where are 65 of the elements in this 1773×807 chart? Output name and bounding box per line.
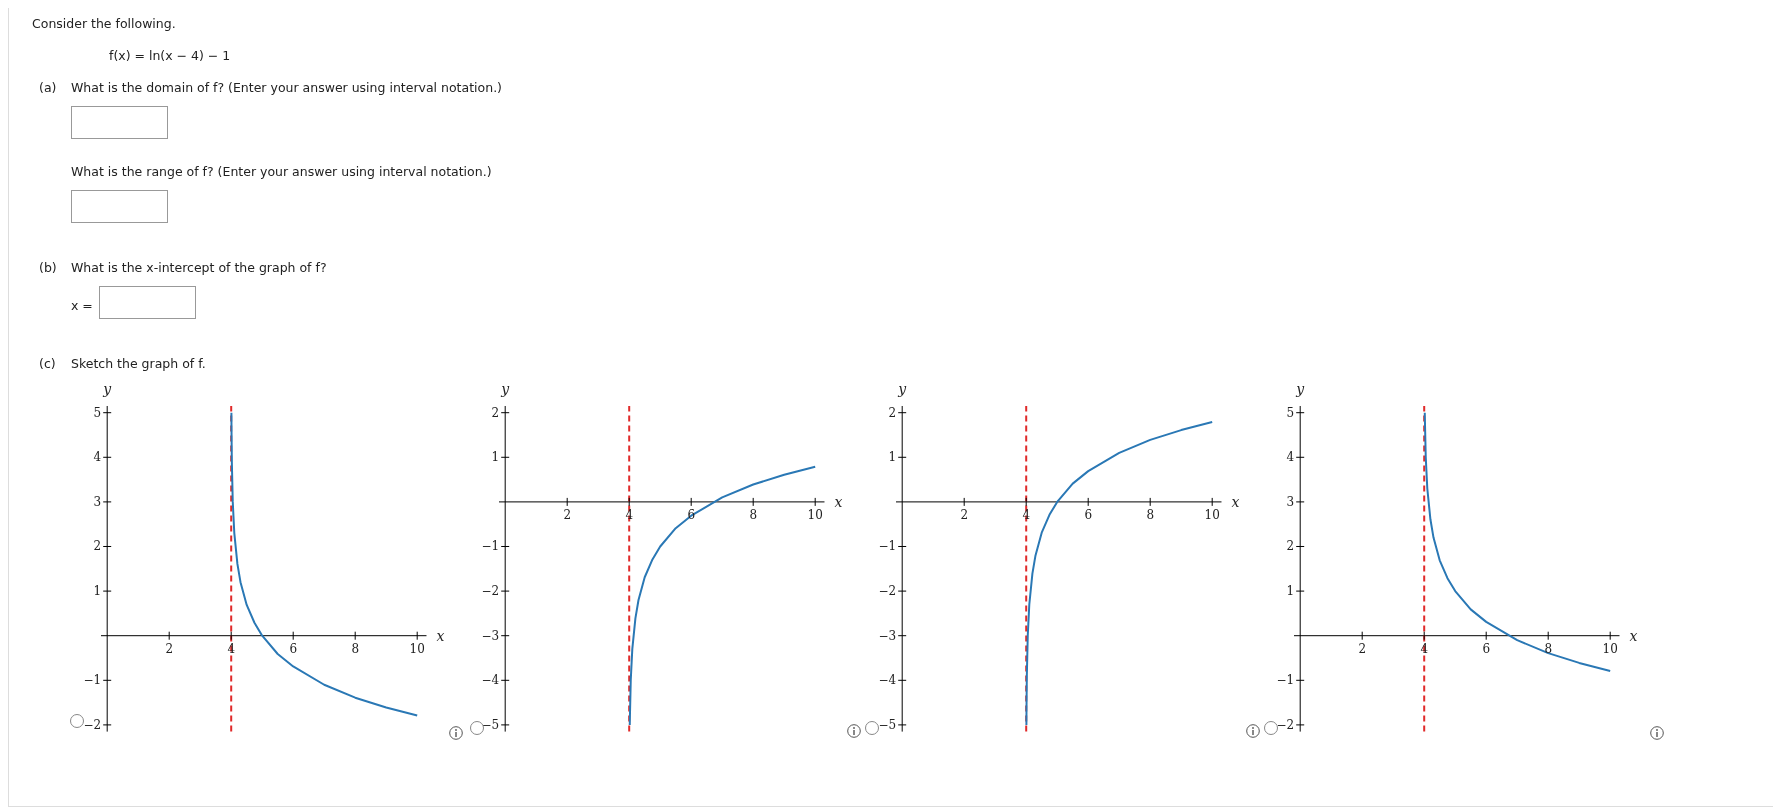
x-tick-label: 8 [1146, 508, 1154, 523]
y-axis-title: y [102, 381, 113, 398]
x-tick-label: 6 [1084, 508, 1092, 523]
y-tick-label: 3 [1286, 495, 1294, 510]
y-tick-label: 1 [888, 450, 896, 465]
y-tick-label: 2 [888, 405, 896, 420]
text: f(x) = ln(x − 4) − 1 [109, 48, 231, 63]
x-tick-label: 6 [289, 642, 297, 656]
y-tick-label: −3 [481, 629, 499, 643]
x-tick-label: 10 [807, 508, 823, 523]
y-tick-label: −2 [481, 584, 499, 599]
y-tick-label: −5 [481, 718, 499, 733]
text: (b) [39, 260, 57, 275]
y-axis-title: y [1295, 381, 1306, 398]
text: Sketch the graph of f. [71, 356, 206, 371]
y-tick-label: −5 [878, 718, 896, 733]
y-tick-label: −2 [878, 584, 896, 599]
x-tick-label: 2 [1358, 642, 1366, 656]
x-tick-label: 8 [351, 642, 359, 656]
y-tick-label: 5 [1286, 405, 1294, 420]
y-tick-label: −1 [481, 539, 499, 554]
x-tick-label: 2 [960, 508, 968, 523]
x-tick-label: 4 [227, 642, 236, 656]
y-tick-label: 2 [93, 539, 101, 554]
y-axis-title: y [500, 381, 511, 398]
y-tick-label: 5 [93, 405, 101, 420]
y-tick-label: 4 [93, 450, 102, 465]
y-tick-label: −4 [481, 673, 500, 688]
x-axis-title: x [436, 628, 445, 644]
text: What is the range of f? (Enter your answer using interval notation.) [71, 164, 492, 179]
y-tick-label: 1 [491, 450, 499, 465]
x-tick-label: 2 [563, 508, 571, 523]
x-axis-title: x [1629, 628, 1638, 644]
y-tick-label: −2 [83, 718, 101, 733]
x-tick-label: 4 [1022, 508, 1031, 523]
x-axis-title: x [1231, 494, 1240, 511]
x-tick-label: 4 [625, 508, 634, 523]
x-tick-label: 4 [1420, 642, 1429, 656]
x-tick-label: 10 [1602, 642, 1618, 656]
y-tick-label: −1 [878, 539, 896, 554]
y-tick-label: −1 [1276, 673, 1294, 688]
text: (a) [39, 80, 57, 95]
y-axis-title: y [897, 381, 908, 398]
y-tick-label: 1 [93, 584, 101, 599]
x-tick-label: 2 [165, 642, 173, 656]
y-tick-label: 3 [93, 495, 101, 510]
text: Consider the following. [32, 16, 176, 31]
y-tick-label: 4 [1286, 450, 1295, 465]
y-tick-label: −1 [83, 673, 101, 688]
x-tick-label: 10 [1204, 508, 1220, 523]
y-tick-label: −4 [878, 673, 897, 688]
x-axis-title: x [834, 494, 843, 511]
x-tick-label: 8 [749, 508, 757, 523]
y-tick-label: 1 [1286, 584, 1294, 599]
y-tick-label: 2 [1286, 539, 1294, 554]
text: (c) [39, 356, 56, 371]
x-tick-label: 8 [1544, 642, 1552, 656]
x-tick-label: 6 [1482, 642, 1490, 656]
y-tick-label: −2 [1276, 718, 1294, 733]
text: What is the x-intercept of the graph of f? [71, 260, 327, 275]
text: x = [71, 298, 93, 313]
x-tick-label: 10 [409, 642, 425, 656]
text: What is the domain of f? (Enter your answer using interval notation.) [71, 80, 502, 95]
y-tick-label: −3 [878, 629, 896, 643]
y-tick-label: 2 [491, 405, 499, 420]
